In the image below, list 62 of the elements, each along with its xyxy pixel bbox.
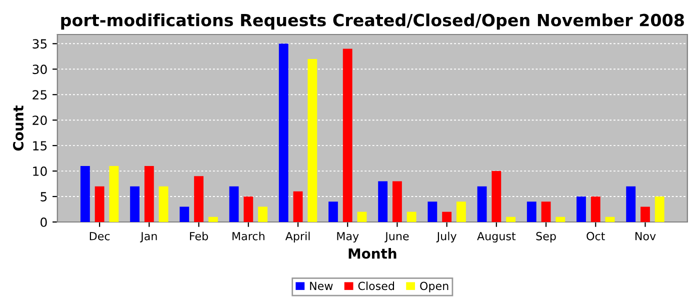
chart-title: port-modifications Requests Created/Closed/Open November 2008 xyxy=(61,14,684,30)
x-tick-label: Sep xyxy=(536,232,556,242)
bar xyxy=(94,186,104,222)
bar xyxy=(506,216,516,222)
y-tick-label: 35 xyxy=(32,39,47,49)
bar xyxy=(130,186,140,222)
bar xyxy=(556,216,566,222)
x-tick-label: July xyxy=(436,232,456,242)
bar xyxy=(158,186,168,222)
bar xyxy=(229,186,239,222)
y-tick-label: 25 xyxy=(32,90,47,100)
bar xyxy=(278,44,288,222)
bar xyxy=(244,196,254,222)
bar xyxy=(194,176,204,222)
bar xyxy=(357,212,367,222)
bar xyxy=(605,216,615,222)
bar xyxy=(109,166,119,222)
bar xyxy=(258,206,268,222)
y-tick-label: 15 xyxy=(33,141,47,150)
bar xyxy=(208,216,218,222)
bar xyxy=(477,186,487,222)
bar xyxy=(442,212,452,222)
bar xyxy=(541,202,551,222)
x-tick-label: Oct xyxy=(586,232,605,240)
y-tick-label: 10 xyxy=(33,166,47,176)
x-tick-label: May xyxy=(337,232,359,242)
bar xyxy=(590,196,600,222)
y-tick-label: 0 xyxy=(40,217,47,227)
bar xyxy=(180,206,190,222)
bar xyxy=(308,58,318,222)
x-tick-label: August xyxy=(477,232,516,242)
x-tick-label: March xyxy=(232,232,264,240)
x-tick-label: Jan xyxy=(140,232,157,242)
bar xyxy=(392,181,402,222)
legend-label: New xyxy=(310,282,333,290)
legend-label: Closed xyxy=(358,282,394,290)
y-tick-label: 5 xyxy=(40,192,47,202)
y-tick-label: 30 xyxy=(32,64,47,74)
x-tick-label: June xyxy=(384,232,409,242)
y-axis-title: Count xyxy=(13,105,24,151)
bar xyxy=(80,166,90,222)
x-tick-label: April xyxy=(285,232,310,242)
bar xyxy=(293,191,303,222)
bar xyxy=(526,202,536,222)
x-tick-label: Dec xyxy=(90,232,110,240)
bar xyxy=(456,202,466,222)
bar xyxy=(378,181,388,222)
bar xyxy=(328,202,338,222)
bar xyxy=(654,196,664,222)
y-tick-label: 20 xyxy=(32,116,47,126)
bar xyxy=(640,206,650,222)
x-tick-label: Feb xyxy=(190,232,208,240)
bar xyxy=(342,48,352,222)
bar xyxy=(626,186,636,222)
bar xyxy=(406,212,416,222)
x-axis-title: Month xyxy=(348,248,396,259)
bar xyxy=(144,166,154,222)
bar xyxy=(576,196,586,222)
bar xyxy=(492,171,502,222)
x-tick-label: Nov xyxy=(635,232,656,240)
legend-label: Open xyxy=(420,282,448,292)
bar xyxy=(428,202,438,222)
